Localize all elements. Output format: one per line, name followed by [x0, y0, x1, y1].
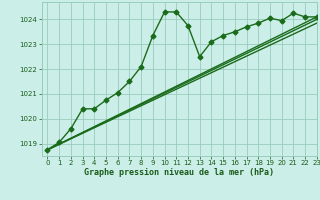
X-axis label: Graphe pression niveau de la mer (hPa): Graphe pression niveau de la mer (hPa) [84, 168, 274, 177]
